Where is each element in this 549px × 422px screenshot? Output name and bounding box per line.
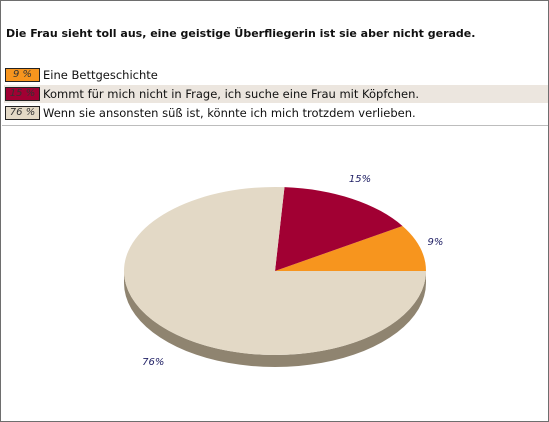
pie-slice-verlieben [123,187,426,356]
pie-label-bettgeschichte: 9% [427,237,443,248]
pie-labels: 9% 15% 76% [142,174,443,368]
legend-item-bettgeschichte: 9 % Eine Bettgeschichte [4,66,548,84]
pie-label-verlieben: 76% [142,357,164,368]
pie-tops [123,187,426,356]
legend: 9 % Eine Bettgeschichte 15 % Kommt für m… [4,66,548,123]
pie-slice-bettgeschichte [275,225,426,271]
pie-label-nicht-in-frage: 15% [349,174,371,185]
legend-item-verlieben: 76 % Wenn sie ansonsten süß ist, könnte … [4,104,548,122]
legend-swatch-bettgeschichte: 9 % [5,68,40,82]
legend-label-bettgeschichte: Eine Bettgeschichte [43,68,158,82]
legend-item-nicht-in-frage: 15 % Kommt für mich nicht in Frage, ich … [4,85,548,103]
legend-label-nicht-in-frage: Kommt für mich nicht in Frage, ich suche… [43,87,420,101]
pie-slice-nicht-in-frage [275,187,403,271]
legend-swatch-verlieben: 76 % [5,106,40,120]
legend-swatch-nicht-in-frage: 15 % [5,87,40,101]
poll-question: Die Frau sieht toll aus, eine geistige Ü… [6,27,476,40]
legend-label-verlieben: Wenn sie ansonsten süß ist, könnte ich m… [43,106,416,120]
divider [2,125,548,126]
